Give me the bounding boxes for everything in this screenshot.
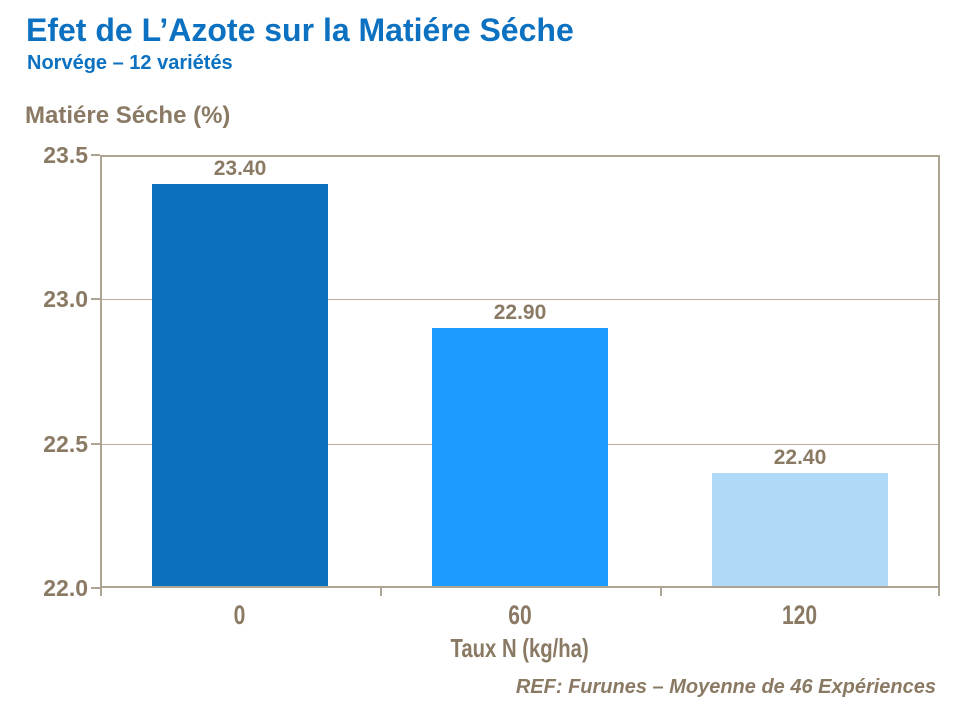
bar-value-label: 23.40 xyxy=(213,157,267,180)
x-tick-mark xyxy=(380,588,382,596)
bar xyxy=(152,184,328,586)
x-axis-title: Taux N (kg/ha) xyxy=(100,633,940,664)
bar xyxy=(712,473,888,586)
x-category-label: 120 xyxy=(660,601,940,629)
y-tick-mark xyxy=(91,587,100,589)
page-title: Efet de L’Azote sur la Matiére Séche xyxy=(26,12,574,48)
bar-value-label: 22.90 xyxy=(493,301,547,324)
bar-value-label: 22.40 xyxy=(773,446,827,469)
y-tick-mark xyxy=(91,443,100,445)
x-category-label: 0 xyxy=(100,601,380,629)
y-tick-label: 23.0 xyxy=(43,286,88,312)
gridline xyxy=(100,299,940,300)
y-tick-mark xyxy=(91,154,100,156)
y-tick-label: 23.5 xyxy=(43,142,88,168)
x-tick-mark xyxy=(938,588,940,596)
reference-note: REF: Furunes – Moyenne de 46 Expériences xyxy=(515,676,936,698)
y-tick-mark xyxy=(91,298,100,300)
plot-frame xyxy=(100,155,940,588)
page-subtitle: Norvége – 12 variétés xyxy=(27,52,233,74)
x-tick-mark xyxy=(100,588,102,596)
x-category-label-text: 0 xyxy=(234,600,246,630)
x-axis-title-text: Taux N (kg/ha) xyxy=(450,633,590,663)
y-tick-label: 22.0 xyxy=(43,575,88,601)
y-axis-title: Matiére Séche (%) xyxy=(25,102,231,129)
y-tick-label: 22.5 xyxy=(43,431,88,457)
x-category-label-text: 120 xyxy=(782,600,818,630)
x-category-label: 60 xyxy=(380,601,660,629)
bar xyxy=(432,328,608,586)
x-category-label-text: 60 xyxy=(508,600,532,630)
x-tick-mark xyxy=(660,588,662,596)
